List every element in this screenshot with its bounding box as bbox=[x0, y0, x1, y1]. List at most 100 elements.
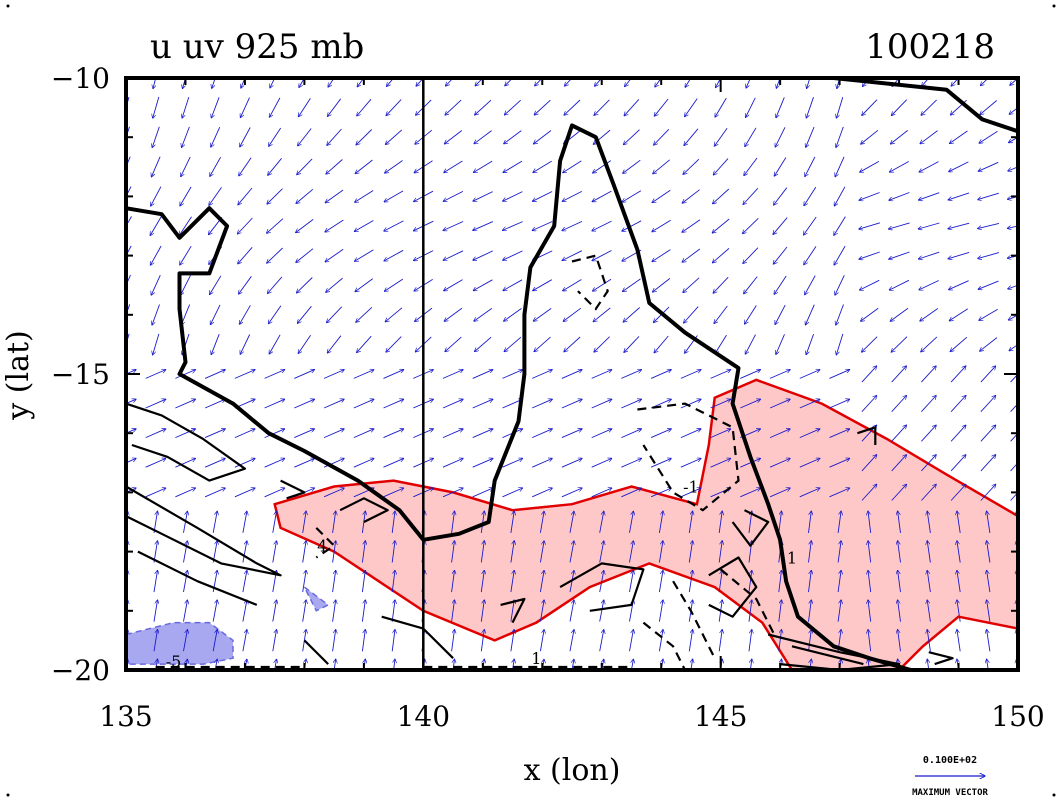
wind-vector bbox=[511, 659, 514, 670]
wind-vector bbox=[837, 78, 841, 88]
wind-vector bbox=[860, 279, 880, 290]
wind-vector bbox=[829, 429, 850, 439]
wind-vector bbox=[442, 488, 463, 498]
wind-vector bbox=[749, 659, 752, 670]
solid-contour bbox=[126, 402, 246, 482]
wind-vector bbox=[534, 336, 551, 352]
wind-vector bbox=[303, 659, 306, 670]
wind-vector bbox=[326, 159, 343, 175]
wind-vector bbox=[1010, 373, 1018, 383]
wind-vector bbox=[242, 630, 247, 652]
wind-vector bbox=[533, 308, 552, 321]
wind-vector bbox=[599, 541, 604, 563]
wind-vector bbox=[806, 333, 815, 355]
wind-vector bbox=[570, 659, 574, 670]
solid-contour bbox=[500, 597, 526, 624]
wind-vector bbox=[145, 458, 166, 468]
wind-vector bbox=[918, 251, 940, 259]
wind-vector bbox=[480, 570, 484, 593]
wind-vector bbox=[805, 156, 816, 177]
chart-title: u uv 925 mb bbox=[150, 27, 364, 67]
wind-vector bbox=[452, 659, 455, 670]
wind-vector bbox=[594, 99, 610, 116]
wind-vector bbox=[384, 278, 404, 291]
y-axis-label: y (lat) bbox=[1, 330, 36, 420]
wind-vector bbox=[889, 279, 910, 290]
wind-vector bbox=[622, 190, 642, 202]
wind-vector bbox=[180, 245, 192, 265]
wind-vector bbox=[600, 659, 604, 670]
wind-vector bbox=[837, 511, 841, 533]
wind-vector bbox=[444, 279, 463, 291]
wind-vector bbox=[837, 600, 841, 622]
wind-vector bbox=[593, 307, 611, 322]
wind-vector bbox=[748, 600, 752, 622]
wind-vector bbox=[503, 250, 523, 260]
wind-vector bbox=[868, 600, 872, 622]
wind-vector bbox=[680, 488, 701, 498]
wind-vector bbox=[442, 399, 463, 409]
wind-vector bbox=[591, 399, 612, 409]
wind-vector bbox=[473, 221, 494, 231]
wind-vector bbox=[949, 308, 969, 321]
wind-vector bbox=[712, 248, 730, 262]
wind-vector bbox=[532, 221, 553, 231]
wind-vector bbox=[539, 630, 544, 652]
wind-vector bbox=[561, 458, 582, 468]
wind-vector bbox=[328, 78, 335, 87]
wind-vector bbox=[272, 600, 277, 622]
wind-vector bbox=[591, 488, 612, 498]
wind-vector bbox=[510, 630, 514, 652]
wind-vector bbox=[383, 458, 404, 468]
wind-vector bbox=[325, 189, 344, 203]
wind-vector bbox=[654, 128, 670, 145]
wind-vector bbox=[987, 659, 990, 670]
wind-vector bbox=[891, 336, 908, 352]
wind-vector bbox=[650, 458, 671, 468]
wind-vector bbox=[534, 130, 552, 144]
wind-vector bbox=[834, 216, 846, 236]
wind-vector bbox=[740, 399, 760, 409]
wind-vector bbox=[242, 511, 247, 533]
wind-vector bbox=[444, 130, 463, 144]
wind-vector bbox=[623, 278, 641, 292]
wind-vector bbox=[652, 249, 671, 262]
wind-vector bbox=[298, 335, 311, 353]
wind-vector bbox=[569, 630, 574, 652]
wind-vector bbox=[563, 307, 582, 321]
wind-vector bbox=[927, 630, 931, 652]
wind-vector bbox=[680, 399, 701, 409]
wind-vector bbox=[353, 458, 374, 468]
wind-vector bbox=[1010, 491, 1018, 501]
wind-vector bbox=[183, 78, 186, 88]
wind-vector bbox=[237, 217, 253, 234]
wind-vector bbox=[184, 659, 188, 670]
wind-vector bbox=[175, 429, 195, 439]
wind-vector bbox=[920, 130, 938, 144]
wind-vector bbox=[204, 429, 225, 439]
wind-vector bbox=[684, 306, 699, 323]
wind-vector bbox=[234, 370, 255, 379]
wind-vector bbox=[740, 488, 760, 498]
wind-vector bbox=[384, 190, 404, 202]
wind-vector bbox=[504, 130, 522, 144]
wind-vector bbox=[211, 334, 220, 354]
chart-date: 100218 bbox=[865, 27, 995, 67]
wind-vector bbox=[593, 278, 612, 291]
wind-vector bbox=[980, 396, 996, 413]
contour-label: -5 bbox=[166, 652, 182, 671]
wind-vector bbox=[386, 336, 402, 353]
contour-label: 4 bbox=[317, 537, 327, 556]
wind-vector bbox=[332, 541, 336, 563]
wind-vector bbox=[296, 219, 314, 232]
wind-vector bbox=[240, 127, 251, 147]
wind-vector bbox=[443, 221, 464, 231]
wind-vector bbox=[181, 275, 191, 295]
wind-vector bbox=[328, 98, 342, 117]
wind-vector bbox=[650, 429, 671, 439]
wind-vector bbox=[332, 630, 336, 652]
wind-vector bbox=[889, 161, 909, 173]
wind-vector bbox=[921, 455, 936, 472]
solid-contour bbox=[928, 651, 954, 666]
wind-vector bbox=[533, 160, 552, 172]
